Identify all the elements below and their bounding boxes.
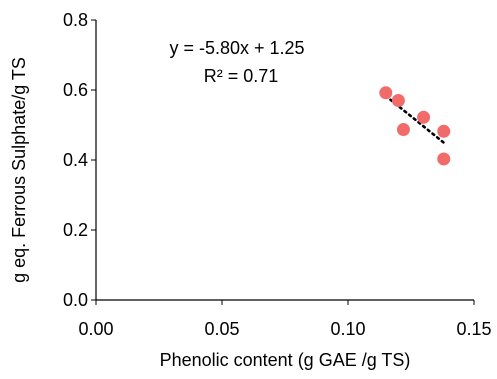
trendline-r2: R² = 0.71 xyxy=(204,66,279,86)
y-ticks: 0.0 0.2 0.4 0.6 0.8 xyxy=(63,10,96,310)
x-tick-label: 0.15 xyxy=(456,319,491,339)
trendline-equation: y = -5.80x + 1.25 xyxy=(169,38,304,58)
data-point xyxy=(379,86,393,100)
y-tick-label: 0.4 xyxy=(63,150,88,170)
x-axis-label: Phenolic content (g GAE /g TS) xyxy=(160,350,411,370)
y-tick-label: 0.2 xyxy=(63,220,88,240)
axes xyxy=(95,20,474,301)
data-points xyxy=(379,86,451,166)
y-axis-label: g eq. Ferrous Sulphate/g TS xyxy=(9,57,29,283)
data-point xyxy=(396,123,410,137)
y-tick-label: 0.8 xyxy=(63,10,88,30)
x-tick-label: 0.10 xyxy=(330,319,365,339)
y-tick-label: 0.0 xyxy=(63,290,88,310)
data-point xyxy=(437,152,451,166)
x-ticks: 0.00 0.05 0.10 0.15 xyxy=(78,300,492,339)
data-point xyxy=(437,124,451,138)
x-tick-label: 0.05 xyxy=(204,319,239,339)
data-point xyxy=(417,110,431,124)
x-tick-label: 0.00 xyxy=(78,319,113,339)
y-tick-label: 0.6 xyxy=(63,80,88,100)
data-point xyxy=(391,94,405,107)
